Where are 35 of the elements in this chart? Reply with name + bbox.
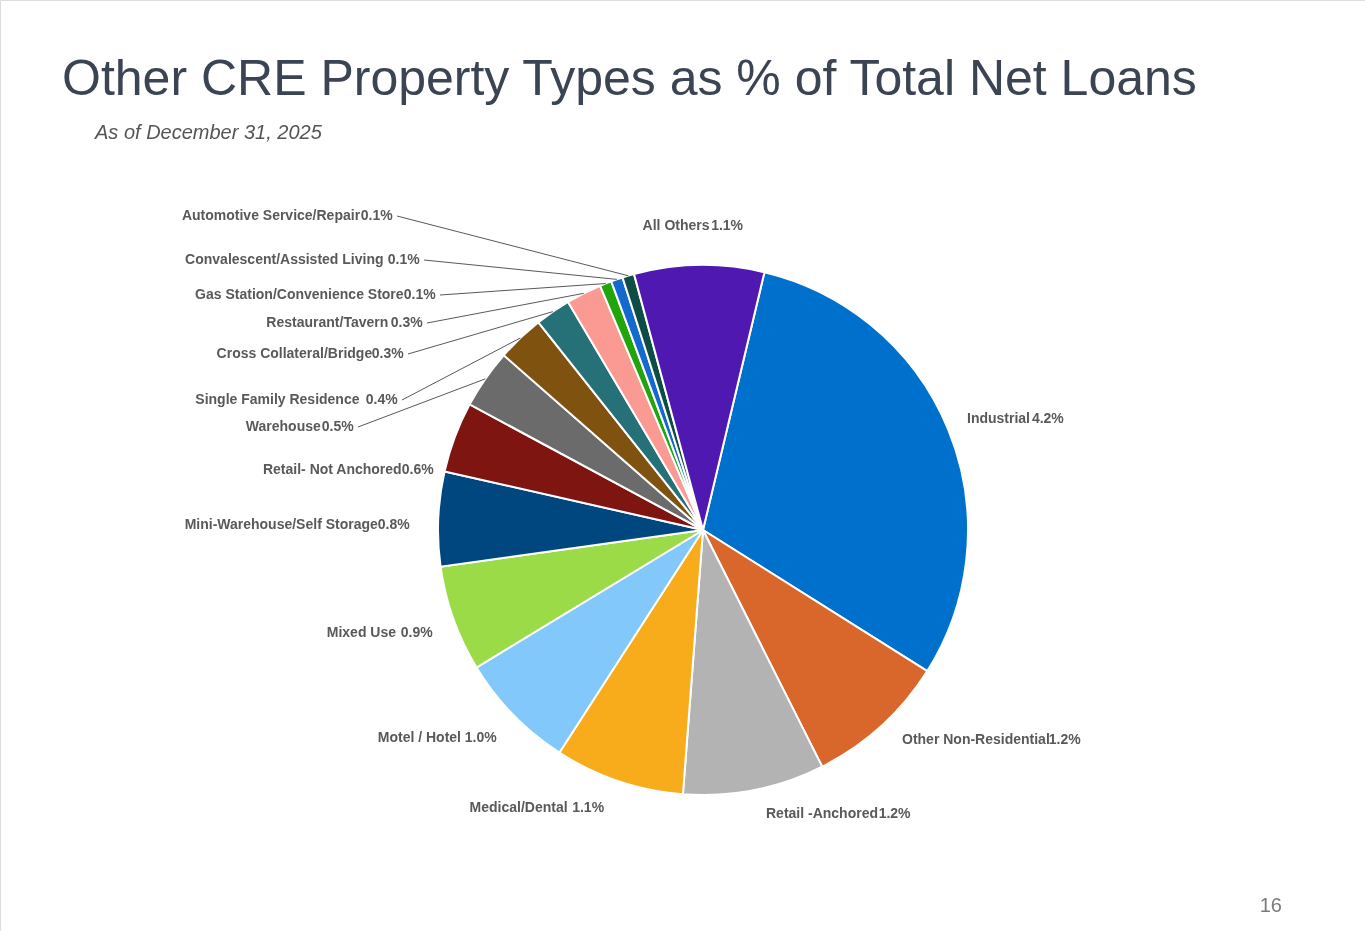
data-label: 0.1% [360, 207, 394, 223]
chart-subtitle: As of December 31, 2025 [94, 121, 323, 143]
slice-label: Warehouse [245, 418, 321, 434]
data-label: 0.5% [321, 418, 355, 434]
data-label: 0.8% [377, 516, 411, 532]
slice-label: Industrial [967, 410, 1031, 426]
data-label: 0.3% [371, 345, 405, 361]
data-label: 0.9% [400, 624, 434, 640]
text: 16 [1259, 894, 1282, 916]
data-label: 0.1% [387, 251, 421, 267]
slice-label: Motel / Hotel [377, 729, 461, 745]
slice-label: Retail- Not Anchored [262, 461, 402, 477]
slice-label: Retail -Anchored [766, 805, 879, 821]
slice-label: Single Family Residence [195, 391, 360, 407]
slice-label: Mixed Use [326, 624, 397, 640]
slice-label: Automotive Service/Repair [181, 207, 361, 223]
slice-label: Other Non-Residential [902, 731, 1050, 747]
data-label: 0.1% [403, 286, 437, 302]
data-label: 1.2% [878, 805, 912, 821]
data-label: 1.1% [572, 799, 605, 815]
slice-label: Cross Collateral/Bridge [216, 345, 373, 361]
slice-label: Medical/Dental [469, 799, 568, 815]
slice-label: All Others [642, 217, 710, 233]
data-label: 0.3% [390, 314, 424, 330]
data-label: 4.2% [1031, 410, 1065, 426]
chart-title: Other CRE Property Types as % of Total Net Loans [62, 50, 1197, 106]
slice-label: Convalescent/Assisted Living [185, 251, 384, 267]
data-label: 1.2% [1048, 731, 1082, 747]
data-label: 0.4% [365, 391, 399, 407]
data-label: 1.0% [464, 729, 498, 745]
slice-label: Gas Station/Convenience Store [195, 286, 404, 302]
slice-label: Restaurant/Tavern [266, 314, 389, 330]
slice-label: Mini-Warehouse/Self Storage [184, 516, 379, 532]
data-label: 0.6% [401, 461, 435, 477]
data-label: 1.1% [711, 217, 744, 233]
